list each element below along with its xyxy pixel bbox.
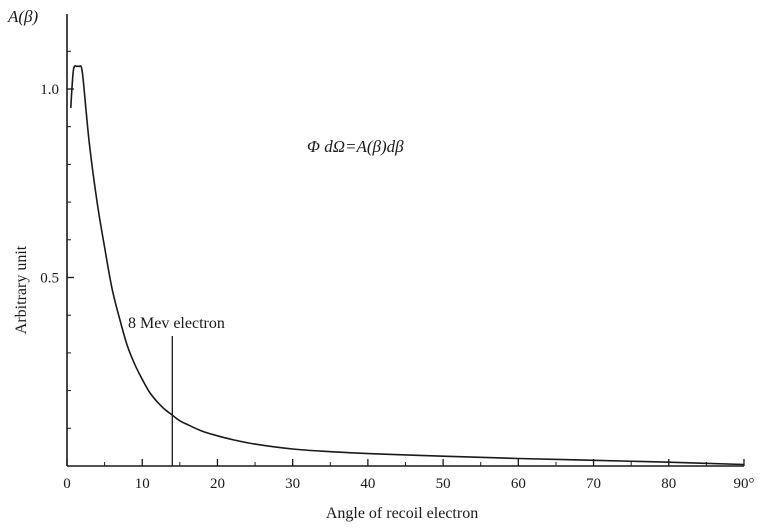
y-axis-title: Arbitrary unit [13,245,30,334]
annotation-label: 8 Mev electron [128,315,225,332]
x-tick-label: 20 [210,476,225,492]
x-tick-label: 60 [511,476,526,492]
ticks: 0 10 20 30 40 50 60 70 80 90° 0.5 1.0 [40,50,755,492]
chart-formula: Φ dΩ=A(β)dβ [307,137,404,156]
x-tick-label: 80 [661,476,676,492]
x-tick-label: 70 [586,476,601,492]
series-line [70,65,745,466]
y-tick-label: 0.5 [40,271,59,287]
x-tick-label: 50 [436,476,451,492]
x-axis-title: Angle of recoil electron [326,505,478,522]
x-tick-label: 90° [734,476,755,492]
series [70,65,745,466]
y-tick-label: 1.0 [40,82,59,98]
axes [66,14,744,467]
y-axis-symbol: A(β) [7,7,39,26]
x-tick-label: 30 [285,476,300,492]
x-tick-label: 40 [360,476,375,492]
x-tick-label: 10 [135,476,150,492]
annotations: 8 Mev electron [128,315,225,466]
x-tick-label: 0 [63,476,71,492]
